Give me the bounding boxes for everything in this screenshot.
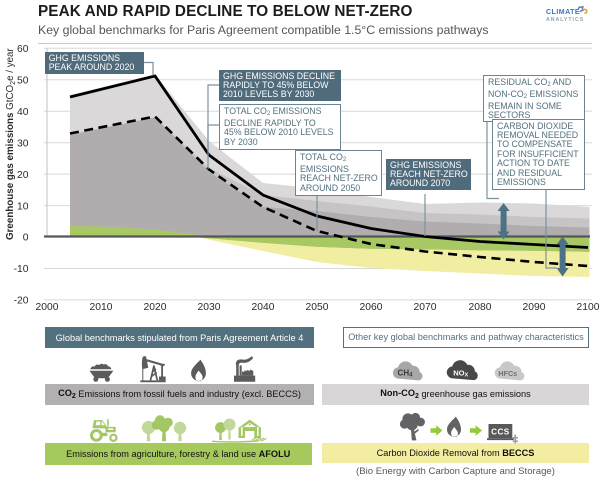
svg-text:40: 40 — [17, 107, 29, 118]
svg-text:2090: 2090 — [523, 302, 546, 313]
svg-text:2050: 2050 — [306, 302, 329, 313]
svg-text:60: 60 — [17, 44, 29, 55]
svg-text:-10: -10 — [14, 264, 29, 275]
svg-text:20: 20 — [17, 170, 29, 181]
svg-text:2060: 2060 — [360, 302, 383, 313]
svg-text:2030: 2030 — [198, 302, 221, 313]
svg-text:30: 30 — [17, 138, 29, 149]
svg-text:10: 10 — [17, 201, 29, 212]
svg-text:0: 0 — [23, 233, 29, 244]
svg-text:NOX: NOX — [453, 368, 468, 378]
svg-text:Greenhouse gas emissions GtCO2: Greenhouse gas emissions GtCO2e / year — [5, 47, 17, 240]
svg-text:2000: 2000 — [36, 302, 59, 313]
svg-text:-20: -20 — [14, 296, 29, 307]
svg-text:HFCs: HFCs — [498, 369, 517, 378]
svg-text:CH4: CH4 — [398, 369, 414, 379]
svg-text:2020: 2020 — [144, 302, 167, 313]
svg-text:2070: 2070 — [414, 302, 437, 313]
svg-text:2080: 2080 — [469, 302, 492, 313]
svg-text:50: 50 — [17, 76, 29, 87]
svg-text:CCS: CCS — [491, 427, 510, 436]
svg-text:2040: 2040 — [252, 302, 275, 313]
svg-text:2100: 2100 — [577, 302, 600, 313]
svg-text:2010: 2010 — [90, 302, 113, 313]
